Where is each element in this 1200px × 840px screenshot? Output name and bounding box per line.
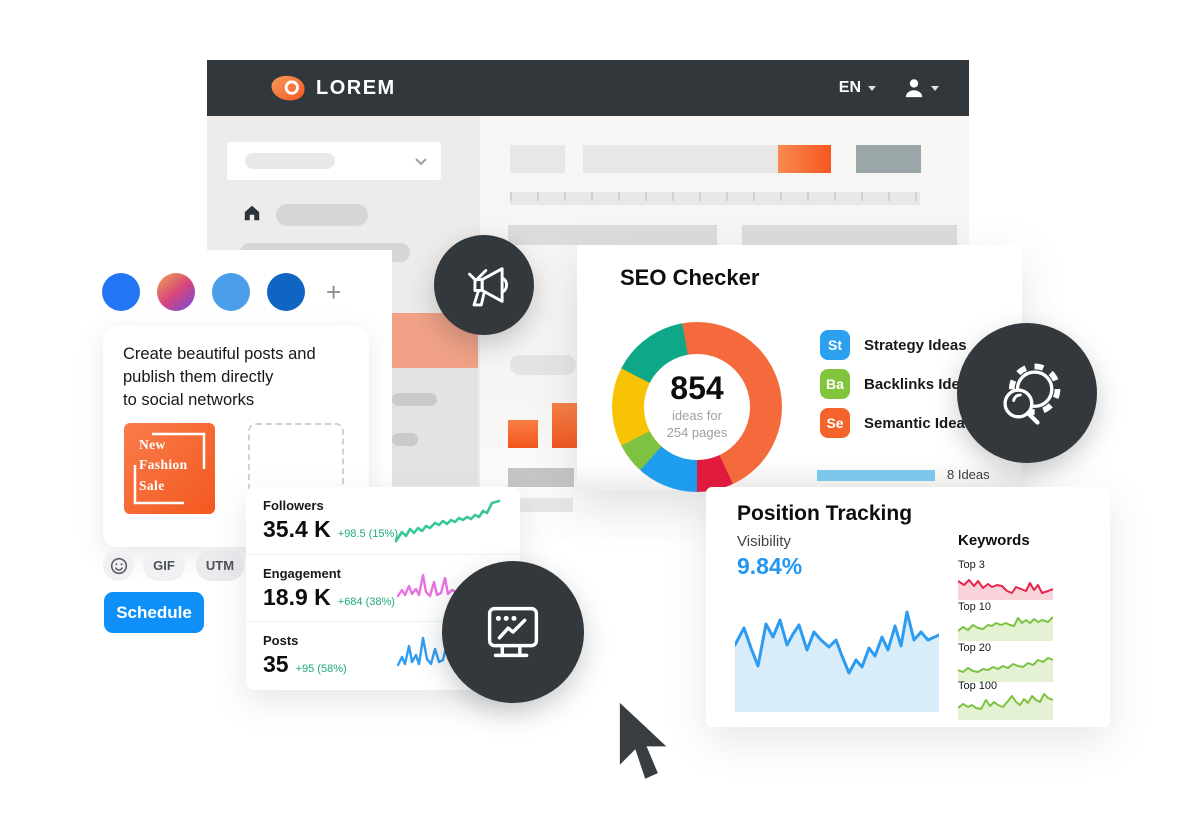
placeholder-bar (508, 225, 717, 245)
placeholder-block (510, 145, 565, 173)
stat-row-followers: Followers 35.4 K +98.5 (15%) (246, 487, 520, 554)
backlinks-badge: Ba (820, 369, 850, 399)
followers-sparkline (394, 499, 501, 543)
placeholder-bar (392, 393, 437, 406)
engagement-sparkline (396, 573, 462, 598)
smiley-icon (110, 557, 127, 574)
stat-row-posts: Posts 35 +95 (58%) (246, 621, 520, 688)
highlight-block-orange (778, 145, 831, 173)
seo-feature-badge (957, 323, 1097, 463)
placeholder-bar (742, 225, 957, 245)
brand-logo-icon (271, 75, 305, 100)
mini-bar-chart-bar (508, 420, 538, 448)
brand: LOREM (269, 74, 396, 103)
posts-delta: +95 (58%) (295, 663, 347, 675)
cursor-pointer-icon (619, 702, 667, 779)
top10-sparkline (958, 616, 1053, 641)
analytics-feature-badge (442, 561, 584, 703)
placeholder-bar (510, 355, 576, 375)
placeholder-text (245, 153, 335, 169)
engagement-value: 18.9 K (263, 584, 331, 610)
legend-item-backlinks: Ba Backlinks Ideas (820, 369, 977, 399)
utm-label: UTM (205, 558, 235, 573)
network-circle-darkblue[interactable] (267, 273, 305, 311)
network-circle-gradient[interactable] (157, 273, 195, 311)
top3-sparkline (958, 579, 1053, 600)
user-menu[interactable] (904, 77, 939, 99)
gif-button[interactable]: GIF (143, 550, 185, 581)
promo-frame-decoration (133, 432, 206, 505)
language-selector[interactable]: EN (839, 79, 876, 97)
brand-name: LOREM (316, 76, 396, 99)
donut-value: 854 (670, 370, 724, 407)
followers-value: 35.4 K (263, 516, 331, 542)
project-select[interactable] (227, 142, 441, 180)
ideas-donut-chart: 854 ideas for 254 pages (612, 322, 782, 492)
chevron-down-icon (931, 85, 939, 91)
visibility-label: Visibility (737, 533, 791, 550)
megaphone-icon (468, 267, 508, 307)
seo-checker-card: SEO Checker 854 ideas for 254 pages St S… (577, 245, 1022, 492)
visibility-value: 9.84% (737, 553, 803, 579)
chevron-down-icon (868, 85, 876, 91)
donut-center: 854 ideas for 254 pages (644, 354, 750, 460)
language-label: EN (838, 79, 861, 96)
placeholder-panel (392, 313, 478, 485)
engagement-delta: +684 (38%) (337, 596, 395, 608)
semantic-badge: Se (820, 408, 850, 438)
placeholder-nav-item (276, 204, 368, 226)
mini-bar-chart-bar (552, 403, 577, 448)
network-circle-blue[interactable] (102, 273, 140, 311)
keyword-row-label: Top 3 (958, 559, 985, 571)
position-tracking-card: Position Tracking Visibility 9.84% Keywo… (706, 487, 1110, 727)
emoji-button[interactable] (103, 550, 134, 581)
top20-sparkline (958, 657, 1053, 682)
add-network-button[interactable]: + (326, 277, 342, 307)
network-picker: + (102, 273, 341, 311)
app-header: LOREM EN (207, 60, 969, 116)
social-feature-badge (434, 235, 534, 335)
placeholder-bar (510, 498, 573, 512)
followers-delta: +98.5 (15%) (337, 528, 398, 540)
home-icon[interactable] (243, 204, 261, 222)
network-circle-lightblue[interactable] (212, 273, 250, 311)
legend-item-semantic: Se Semantic Ideas (820, 408, 977, 438)
seo-checker-title: SEO Checker (620, 265, 760, 290)
composer-description: Create beautiful posts and publish them … (123, 345, 316, 409)
utm-button[interactable]: UTM (196, 550, 244, 581)
promo-text: New Fashion Sale (139, 437, 188, 493)
keyword-row-label: Top 100 (958, 680, 998, 692)
strategy-badge: St (820, 330, 850, 360)
promo-media-tile: New Fashion Sale (124, 423, 215, 514)
schedule-button[interactable]: Schedule (104, 592, 204, 633)
position-tracking-title: Position Tracking (737, 502, 913, 525)
keyword-row-label: Top 20 (958, 642, 992, 654)
legend-item-strategy: St Strategy Ideas (820, 330, 977, 360)
user-icon (905, 79, 923, 98)
chevron-down-icon (415, 158, 427, 166)
ideas-progress-label: 8 Ideas (947, 467, 990, 482)
top100-sparkline (958, 693, 1053, 720)
keywords-title: Keywords (958, 532, 1030, 549)
gif-label: GIF (153, 558, 175, 573)
highlight-block-gray (856, 145, 921, 173)
ideas-progress-bar (817, 470, 935, 481)
schedule-label: Schedule (116, 602, 192, 622)
composer-card: Create beautiful posts and publish them … (103, 326, 369, 547)
placeholder-bar (583, 145, 778, 173)
posts-value: 35 (263, 651, 289, 677)
timeline-ruler (510, 192, 920, 205)
stat-row-engagement: Engagement 18.9 K +684 (38%) (246, 554, 520, 621)
donut-caption: ideas for 254 pages (666, 408, 728, 440)
seo-legend: St Strategy Ideas Ba Backlinks Ideas Se … (820, 330, 977, 447)
placeholder-bar (392, 433, 418, 446)
monitor-chart-icon (487, 606, 539, 658)
placeholder-bar (508, 468, 574, 487)
search-gear-icon (1003, 363, 1061, 425)
keyword-row-label: Top 10 (958, 601, 992, 613)
visibility-area-chart (735, 610, 939, 712)
